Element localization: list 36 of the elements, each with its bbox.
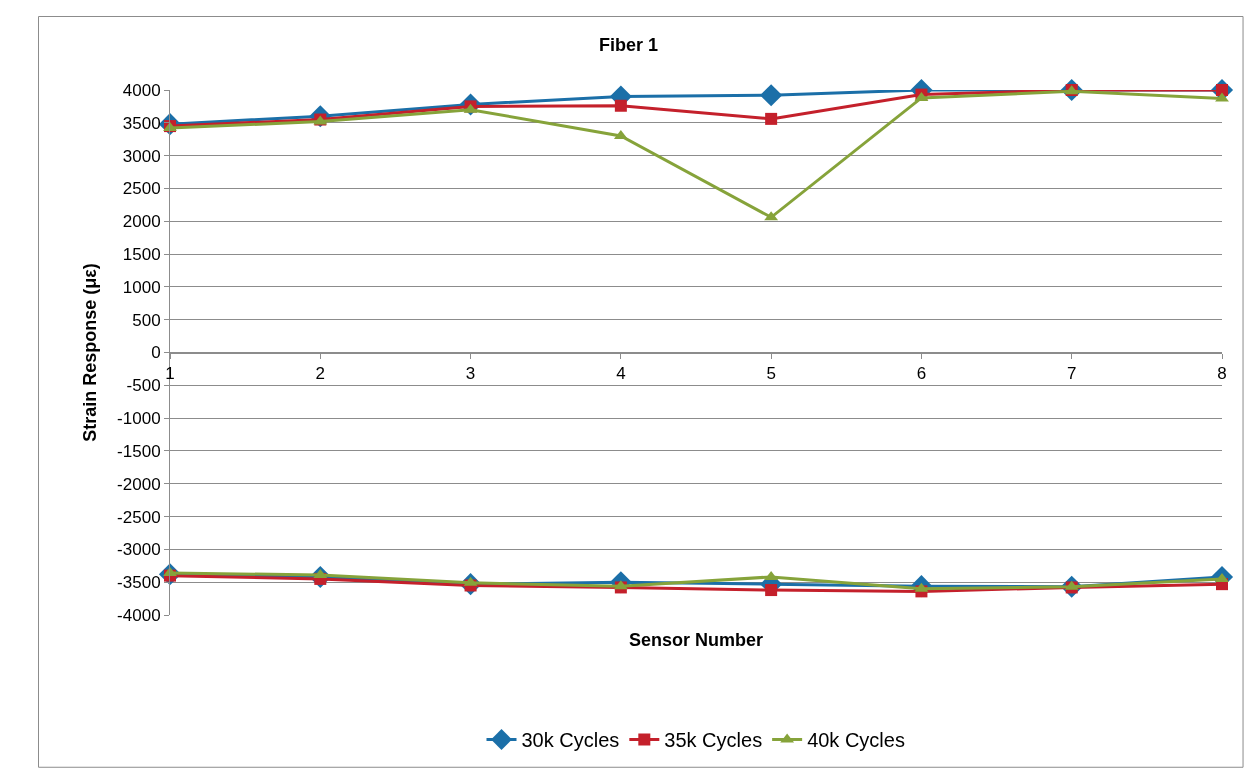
y-tick-label: -1500 [117,441,161,461]
point [760,84,783,107]
y-tick-label: 0 [151,343,161,363]
y-tick-label: 1500 [122,245,161,265]
chart-title: Fiber 1 [598,35,659,56]
y-tick-label: -1000 [117,409,161,429]
x-tick-label: 5 [766,363,776,383]
y-tick-label: -3000 [117,540,161,560]
x-tick-label: 1 [165,363,175,383]
x-axis-title: Sensor Number [629,630,764,650]
legend-label: 30k Cycles [521,729,620,752]
x-tick-label: 7 [1066,363,1077,383]
point [1215,92,1229,102]
y-tick-label: 3000 [122,146,161,166]
y-tick-label: 1000 [122,277,161,297]
y-tick-label: 3500 [122,113,161,133]
y-tick-label: 4000 [122,80,161,100]
x-tick-label: 2 [315,363,326,383]
y-tick-label: 500 [132,310,161,330]
y-tick-label: -4000 [117,605,161,625]
y-tick-label: -2500 [117,507,161,527]
legend-label: 40k Cycles [807,729,905,752]
legend-label: 35k Cycles [664,729,763,752]
x-tick-label: 3 [465,363,476,383]
y-tick-label: -2000 [117,474,161,494]
y-tick-label: -500 [126,376,161,396]
x-tick-label: 6 [916,363,927,383]
x-tick-label: 8 [1217,363,1227,383]
point [765,584,778,597]
y-tick-label: 2500 [122,179,161,199]
x-tick-label: 4 [616,363,626,383]
y-axis-title: Strain Response (με) [80,263,101,442]
point [614,99,627,112]
y-tick-label: -3500 [117,573,161,593]
point [765,112,778,125]
y-tick-label: 2000 [122,212,161,232]
